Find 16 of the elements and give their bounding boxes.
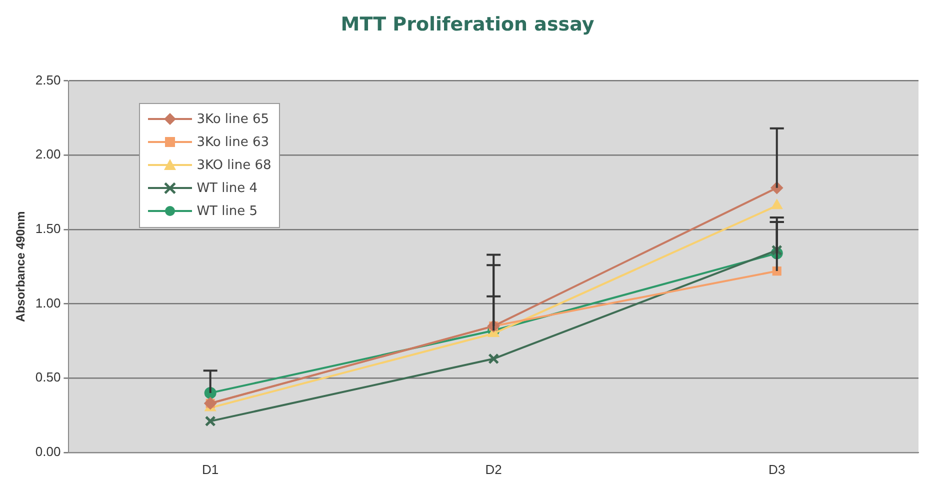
legend-label: 3Ko line 65 <box>196 112 270 127</box>
y-tick-label: 2.50 <box>35 72 61 88</box>
legend-label: WT line 4 <box>196 180 258 196</box>
y-axis-title: Absorbance 490nm <box>14 211 28 322</box>
y-tick-label: 0.50 <box>35 370 61 385</box>
x-tick-label: D2 <box>485 462 502 477</box>
y-tick-label: 1.00 <box>35 295 61 310</box>
x-tick-label: D1 <box>202 462 219 477</box>
legend-label: WT line 5 <box>196 204 258 219</box>
y-tick-label: 0.00 <box>35 444 61 459</box>
legend-label: 3KO line 68 <box>196 158 272 173</box>
chart-title: MTT Proliferation assay <box>340 13 595 36</box>
x-tick-label: D3 <box>768 462 786 477</box>
legend-label: 3Ko line 63 <box>196 134 270 150</box>
y-tick-label: 1.50 <box>35 221 61 236</box>
y-tick-label: 2.00 <box>35 146 61 162</box>
